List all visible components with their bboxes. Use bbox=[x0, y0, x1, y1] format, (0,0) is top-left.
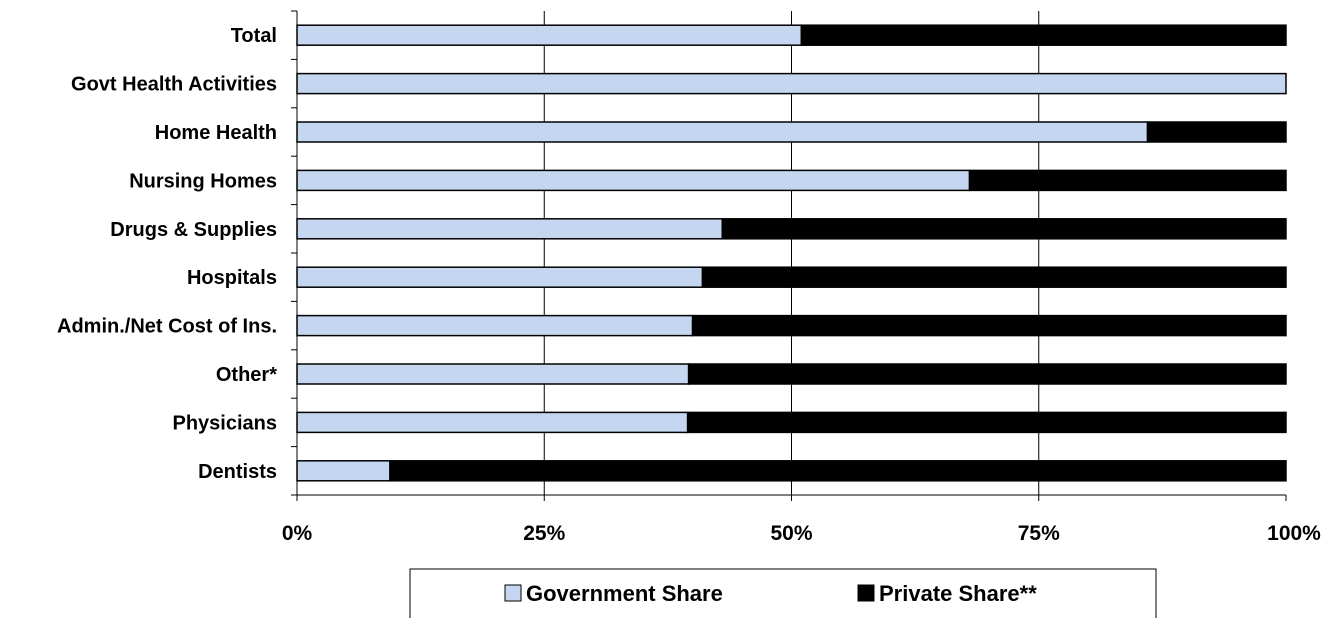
legend-swatch-government bbox=[504, 584, 522, 602]
category-label: Dentists bbox=[198, 461, 277, 483]
bar-government-share bbox=[296, 121, 1149, 143]
category-labels: Total Govt Health Activities Home Health Nu… bbox=[57, 25, 277, 483]
category-label: Hospitals bbox=[187, 267, 277, 289]
bar-government-share bbox=[296, 363, 690, 385]
bar-private-share bbox=[686, 411, 1287, 434]
category-label: Home Health bbox=[155, 122, 277, 144]
legend-box bbox=[409, 568, 1157, 618]
category-label: Total bbox=[231, 25, 277, 47]
category-label: Physicians bbox=[172, 412, 277, 434]
axes bbox=[291, 10, 1287, 501]
x-tick-label: 0% bbox=[282, 522, 313, 545]
x-tick-label: 75% bbox=[1018, 522, 1060, 545]
bar-government-share bbox=[296, 218, 724, 240]
x-tick-label: 25% bbox=[523, 522, 565, 545]
bar-government-share bbox=[296, 460, 391, 482]
bar-government-share bbox=[296, 411, 689, 434]
category-label: Drugs & Supplies bbox=[110, 219, 277, 241]
bar-private-share bbox=[1146, 121, 1287, 143]
bar-private-share bbox=[968, 169, 1287, 192]
bar-government-share bbox=[296, 314, 694, 337]
bar-private-share bbox=[687, 363, 1287, 385]
legend: Government Share Private Share** bbox=[409, 568, 1157, 618]
x-tick-label: 50% bbox=[770, 522, 812, 545]
bars bbox=[296, 24, 1287, 482]
category-label: Admin./Net Cost of Ins. bbox=[57, 316, 277, 338]
bar-government-share bbox=[296, 266, 704, 288]
legend-swatch-private bbox=[857, 584, 875, 602]
legend-label-private: Private Share** bbox=[879, 581, 1037, 606]
legend-label-government: Government Share bbox=[526, 581, 723, 606]
bar-private-share bbox=[800, 24, 1287, 46]
bar-government-share bbox=[296, 72, 1287, 95]
x-tick-labels: 0% 25% 50% 75% 100% bbox=[282, 522, 1321, 545]
bar-private-share bbox=[389, 460, 1287, 482]
x-tick-label: 100% bbox=[1267, 522, 1321, 545]
bar-private-share bbox=[701, 266, 1287, 288]
bar-private-share bbox=[721, 218, 1287, 240]
category-label: Nursing Homes bbox=[129, 170, 277, 192]
category-label: Govt Health Activities bbox=[71, 74, 277, 96]
category-label: Other* bbox=[216, 364, 277, 386]
bar-private-share bbox=[691, 314, 1287, 337]
bar-government-share bbox=[296, 24, 803, 46]
bar-government-share bbox=[296, 169, 971, 192]
